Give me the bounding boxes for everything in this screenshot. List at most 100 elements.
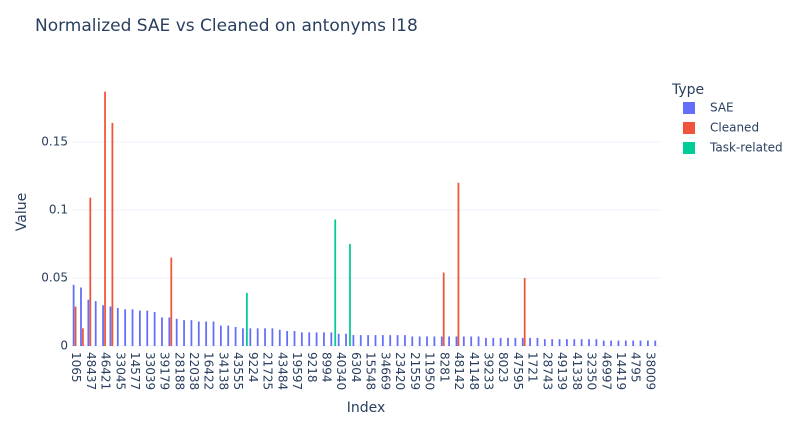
bar xyxy=(109,306,112,346)
legend-swatch xyxy=(683,102,695,114)
bar xyxy=(440,336,443,346)
x-tick-label: 46421 xyxy=(99,352,113,390)
x-tick-label: 14419 xyxy=(614,352,628,390)
legend-swatch xyxy=(683,122,695,134)
x-tick-label: 15548 xyxy=(364,352,378,390)
bar xyxy=(161,317,163,346)
x-tick-label: 48437 xyxy=(84,352,98,390)
bar xyxy=(323,332,325,346)
bar xyxy=(404,335,406,346)
x-tick-label: 9224 xyxy=(246,352,260,383)
bar xyxy=(455,336,458,346)
bar xyxy=(588,339,590,346)
x-tick-label: 8994 xyxy=(320,352,334,383)
bar xyxy=(352,335,355,346)
bar xyxy=(190,320,193,346)
legend-title: Type xyxy=(671,82,704,98)
x-tick-label: 43555 xyxy=(231,352,245,390)
bar xyxy=(87,299,90,346)
x-tick-label: 8023 xyxy=(496,352,510,383)
x-tick-label: 43484 xyxy=(275,352,289,390)
bar xyxy=(212,321,215,346)
x-tick-label: 34138 xyxy=(216,352,230,390)
bar xyxy=(124,309,127,346)
bar xyxy=(617,340,620,346)
x-tick-label: 32350 xyxy=(585,352,599,390)
bar xyxy=(80,287,82,346)
y-axis-label: Value xyxy=(14,193,30,231)
bar xyxy=(536,337,539,346)
x-tick-label: 39179 xyxy=(158,352,172,390)
x-tick-label: 48142 xyxy=(452,352,466,390)
bar xyxy=(337,333,340,346)
bar xyxy=(315,332,318,346)
bar xyxy=(507,337,509,346)
bar xyxy=(293,331,296,346)
x-tick-label: 1721 xyxy=(526,352,540,383)
bar xyxy=(89,197,92,346)
x-tick-label: 16422 xyxy=(202,352,216,390)
x-tick-label: 46997 xyxy=(599,352,613,390)
bar xyxy=(610,340,612,346)
bar xyxy=(153,311,156,346)
bar xyxy=(595,339,598,346)
bar xyxy=(170,257,173,346)
bar xyxy=(457,182,460,346)
bar xyxy=(72,284,75,346)
x-tick-label: 21725 xyxy=(261,352,275,390)
bar xyxy=(256,328,259,346)
bar xyxy=(632,340,635,346)
y-tick-label: 0.1 xyxy=(49,202,68,216)
bar xyxy=(442,272,445,346)
x-tick-label: 21559 xyxy=(408,352,422,390)
x-tick-label: 6304 xyxy=(349,352,363,383)
bar xyxy=(499,337,502,346)
bar xyxy=(104,91,106,346)
x-tick-label: 33039 xyxy=(143,352,157,390)
x-tick-label: 14577 xyxy=(128,352,142,390)
bar xyxy=(374,335,377,346)
bar xyxy=(74,306,77,346)
x-axis-label: Index xyxy=(347,400,386,416)
x-tick-label: 41338 xyxy=(570,352,584,390)
bar xyxy=(551,339,554,346)
bar xyxy=(470,336,473,346)
bar xyxy=(82,328,84,346)
bar xyxy=(330,332,333,346)
bar xyxy=(138,310,141,346)
legend-label: SAE xyxy=(710,101,734,115)
bar xyxy=(146,310,149,346)
bar xyxy=(131,309,134,346)
bar xyxy=(558,339,561,346)
bar xyxy=(111,122,114,346)
x-tick-label: 39233 xyxy=(481,352,495,390)
bar xyxy=(418,336,421,346)
x-tick-label: 19597 xyxy=(290,352,304,390)
bar xyxy=(573,339,576,346)
bar xyxy=(278,329,281,346)
bar xyxy=(175,318,178,346)
bar xyxy=(514,337,517,346)
chart-title: Normalized SAE vs Cleaned on antonyms l1… xyxy=(35,16,418,36)
bar xyxy=(485,337,487,346)
x-tick-label: 34669 xyxy=(378,352,392,390)
bar xyxy=(492,337,495,346)
y-tick-label: 0.05 xyxy=(41,270,68,284)
bar xyxy=(345,333,347,346)
x-tick-label: 4795 xyxy=(629,352,643,383)
bar xyxy=(396,335,399,346)
x-tick-label: 41148 xyxy=(467,352,481,390)
bar xyxy=(477,336,480,346)
bar xyxy=(197,321,200,346)
legend-label: Task-related xyxy=(709,141,783,155)
bar xyxy=(116,307,119,346)
bar xyxy=(639,340,642,346)
bar xyxy=(334,219,337,346)
bar xyxy=(566,339,568,346)
x-tick-label: 33045 xyxy=(113,352,127,390)
bar xyxy=(411,336,414,346)
x-tick-label: 11950 xyxy=(423,352,437,390)
bar xyxy=(300,332,303,346)
bar xyxy=(264,328,266,346)
